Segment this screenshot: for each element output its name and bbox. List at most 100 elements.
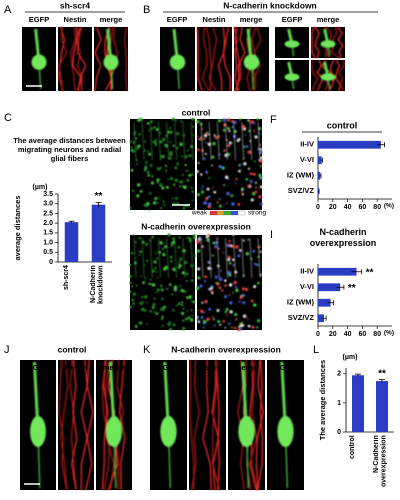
cell xyxy=(216,309,220,313)
scale-label: strong xyxy=(248,210,266,217)
micrograph-content xyxy=(311,26,344,59)
y-tick-label: IZ (WM) xyxy=(287,298,315,307)
cell xyxy=(237,203,241,206)
micrograph-content xyxy=(129,117,196,211)
cell xyxy=(167,233,171,237)
cell xyxy=(240,321,244,325)
cell xyxy=(242,314,247,318)
cell xyxy=(255,186,258,189)
fiber xyxy=(166,121,169,160)
cell xyxy=(173,269,176,272)
cell xyxy=(180,304,184,307)
y-tick-label: II-IV xyxy=(300,267,314,276)
cell xyxy=(192,125,195,128)
cell xyxy=(182,207,185,210)
cell xyxy=(252,191,254,194)
cell xyxy=(166,287,169,291)
fiber xyxy=(141,121,145,160)
cell xyxy=(245,178,249,181)
fiber xyxy=(174,237,178,278)
cell xyxy=(188,154,192,157)
cell xyxy=(155,138,158,141)
cell xyxy=(172,323,176,327)
chart-title: control xyxy=(327,120,358,130)
fiber xyxy=(233,121,236,160)
cell xyxy=(156,288,160,292)
cell xyxy=(223,123,227,127)
cell xyxy=(196,240,200,244)
fiber xyxy=(182,121,186,160)
cell xyxy=(196,267,201,271)
cell xyxy=(196,309,199,311)
cell xyxy=(223,184,226,187)
cell xyxy=(234,312,238,317)
cell xyxy=(208,307,212,311)
fiber xyxy=(249,237,253,278)
cell xyxy=(163,203,166,206)
cell xyxy=(247,324,251,328)
cell xyxy=(151,235,154,239)
cell xyxy=(199,309,204,314)
cell xyxy=(169,141,172,144)
micrograph-content xyxy=(31,28,47,90)
y-tick-label: 0 xyxy=(49,259,53,266)
cell xyxy=(200,173,203,176)
channel-label: EGFP xyxy=(29,15,49,24)
cell xyxy=(229,301,233,305)
panel-title: N-cadherin knockdown xyxy=(223,0,317,10)
cell xyxy=(130,149,133,152)
neuron-body xyxy=(320,40,336,48)
fiber xyxy=(208,121,212,160)
fiber xyxy=(311,59,319,92)
cell xyxy=(191,300,194,303)
cell xyxy=(197,161,200,164)
cell xyxy=(191,314,194,317)
cell xyxy=(162,137,166,142)
neuron-body xyxy=(169,54,186,70)
micrograph xyxy=(197,119,262,210)
fiber xyxy=(316,59,324,92)
cell xyxy=(131,189,134,192)
y-axis-label: average distances xyxy=(13,195,22,260)
micrograph-content xyxy=(233,26,262,92)
cell xyxy=(140,295,144,299)
cell xyxy=(146,323,148,326)
x-tick-label: sh-scr4 xyxy=(62,265,70,290)
cell xyxy=(196,193,201,197)
cell xyxy=(188,173,192,177)
micrograph xyxy=(197,235,262,330)
bar xyxy=(352,375,364,432)
cell xyxy=(156,277,159,279)
cell xyxy=(204,275,208,279)
cell xyxy=(144,167,147,170)
fiber xyxy=(249,121,253,160)
y-axis-label: The average distances xyxy=(318,360,327,440)
cell xyxy=(224,284,227,287)
micrograph-content xyxy=(195,118,263,209)
cell xyxy=(250,299,254,303)
cell xyxy=(181,155,184,158)
micrograph-content xyxy=(58,359,94,491)
cell xyxy=(155,291,157,294)
cell xyxy=(144,264,147,266)
cell xyxy=(247,150,252,154)
fiber xyxy=(149,121,153,160)
fiber xyxy=(202,359,212,491)
cell xyxy=(181,301,184,304)
cell xyxy=(203,157,206,161)
cell xyxy=(176,162,180,166)
fiber xyxy=(255,359,264,491)
cell xyxy=(196,148,200,152)
cell xyxy=(234,182,237,185)
cell xyxy=(212,141,216,146)
neuron-body xyxy=(243,54,260,70)
cell xyxy=(130,168,134,172)
cell xyxy=(144,140,147,143)
cell xyxy=(143,203,146,207)
fiber xyxy=(236,26,246,92)
cell xyxy=(197,320,201,324)
micrograph-content xyxy=(277,361,294,489)
cell xyxy=(250,198,254,202)
cell xyxy=(146,121,150,125)
cell xyxy=(160,154,164,159)
